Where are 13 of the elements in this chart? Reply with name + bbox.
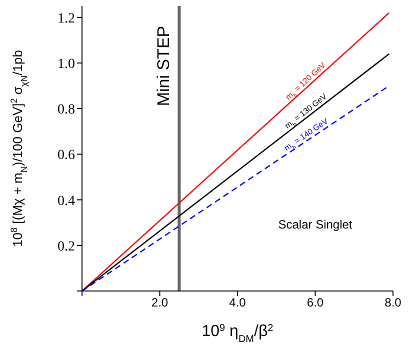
- annotation: Scalar Singlet: [278, 217, 353, 232]
- x-tick-label: 8.0: [384, 296, 402, 310]
- x-tick-label: 2.0: [151, 296, 168, 310]
- y-tick-label: 0.6: [58, 148, 75, 164]
- y-tick-label: 1.0: [58, 56, 75, 72]
- y-tick-label: 0.4: [58, 194, 75, 209]
- x-axis-title: 10$^{9}$ η$_{DM}$/β$^{2}$: [202, 322, 274, 344]
- x-tick-label: 6.0: [306, 296, 324, 310]
- y-tick-label: 1.2: [58, 11, 75, 26]
- y-tick-label: 0.8: [58, 102, 75, 118]
- ref-line-label: Mini STEP: [154, 26, 174, 106]
- x-tick-label: 4.0: [229, 296, 246, 310]
- y-tick-label: 0.2: [58, 239, 75, 254]
